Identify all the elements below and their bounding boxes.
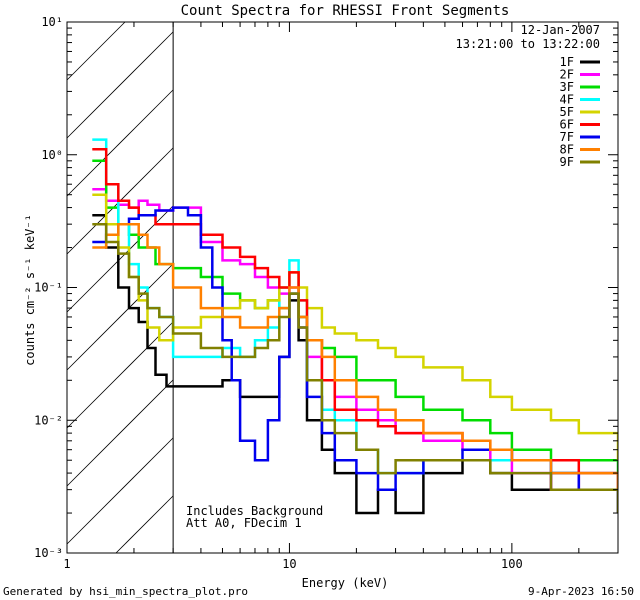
y-axis-label: counts cm⁻² s⁻¹ keV⁻¹	[23, 214, 37, 366]
hatch-line	[115, 495, 174, 554]
legend-label-5F: 5F	[560, 105, 574, 119]
hatch-line	[66, 21, 126, 81]
y-tick-label: 10⁻³	[34, 546, 63, 560]
y-tick-label: 10⁻²	[34, 413, 63, 427]
y-tick-label: 10⁻¹	[34, 281, 63, 295]
legend-label-1F: 1F	[560, 55, 574, 69]
hatch-line	[66, 263, 174, 371]
hatch-line	[66, 437, 174, 545]
time-range: 13:21:00 to 13:22:00	[456, 37, 601, 51]
chart-title: Count Spectra for RHESSI Front Segments	[181, 3, 510, 19]
series-8F	[92, 222, 618, 490]
hatch-line	[66, 89, 174, 197]
axis-ticks: 1 10 100 10⁻³ 10⁻² 10⁻¹ 10⁰ 10¹	[34, 15, 619, 571]
legend-label-7F: 7F	[560, 130, 574, 144]
series-7F	[92, 206, 618, 513]
x-tick-label: 1	[63, 557, 70, 571]
legend-label-6F: 6F	[560, 118, 574, 132]
series-9F	[92, 222, 618, 513]
series-lines	[92, 138, 618, 515]
legend-label-9F: 9F	[560, 155, 574, 169]
attenuator-note: Att A0, FDecim 1	[186, 516, 302, 530]
hatch-line	[66, 31, 174, 139]
x-axis-label: Energy (keV)	[302, 576, 389, 590]
x-tick-label: 100	[501, 557, 523, 571]
footer-timestamp: 9-Apr-2023 16:50	[528, 585, 634, 598]
hatch-line	[66, 321, 174, 429]
background-note: Includes Background	[186, 504, 323, 518]
legend-label-8F: 8F	[560, 143, 574, 157]
hatch-line	[66, 379, 174, 487]
legend-label-4F: 4F	[560, 93, 574, 107]
observation-date: 12-Jan-2007	[521, 23, 600, 37]
y-tick-label: 10¹	[41, 15, 63, 29]
x-tick-label: 10	[282, 557, 296, 571]
legend-label-3F: 3F	[560, 80, 574, 94]
y-tick-label: 10⁰	[41, 148, 63, 162]
legend-label-2F: 2F	[560, 68, 574, 82]
hatched-region	[66, 21, 174, 554]
footer-generator: Generated by hsi_min_spectra_plot.pro	[3, 585, 248, 598]
hatch-line	[66, 205, 174, 313]
